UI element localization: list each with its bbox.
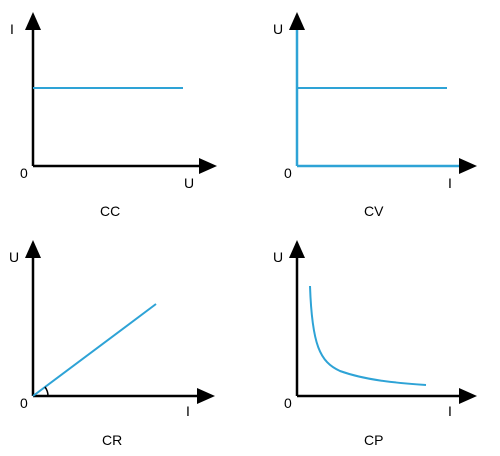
cp-x-label: I [448,403,452,419]
cc-x-axis-arrow [199,158,217,174]
cv-x-label: I [448,175,452,191]
cv-y-label: U [273,21,283,37]
cp-curve [309,285,427,386]
cv-y-axis-arrow [289,12,305,30]
cp-diagram: U I 0 CP [273,240,477,448]
cr-y-axis-arrow [25,240,41,258]
cr-x-axis-arrow [197,388,215,404]
cc-y-axis-arrow [25,12,41,30]
cv-diagram: U I 0 CV [273,12,477,219]
cr-curve [32,303,157,397]
cv-origin-label: 0 [284,165,292,181]
cc-y-label: I [10,21,14,37]
cv-caption: CV [364,203,384,219]
cc-origin-label: 0 [20,165,28,181]
cp-caption: CP [364,432,383,448]
cr-diagram: U I 0 CR [9,240,215,448]
cr-caption: CR [102,432,122,448]
cp-y-label: U [273,249,283,265]
cp-origin-label: 0 [284,395,292,411]
cc-x-label: U [184,175,194,191]
cp-y-axis-arrow [289,240,305,258]
cp-x-axis-arrow [459,388,477,404]
cr-x-label: I [186,403,190,419]
cr-angle-arc [44,386,49,397]
cr-origin-label: 0 [20,395,28,411]
cv-x-axis-arrow [459,158,477,174]
cc-diagram: I U 0 CC [10,12,217,219]
cc-caption: CC [100,203,120,219]
cr-y-label: U [9,249,19,265]
